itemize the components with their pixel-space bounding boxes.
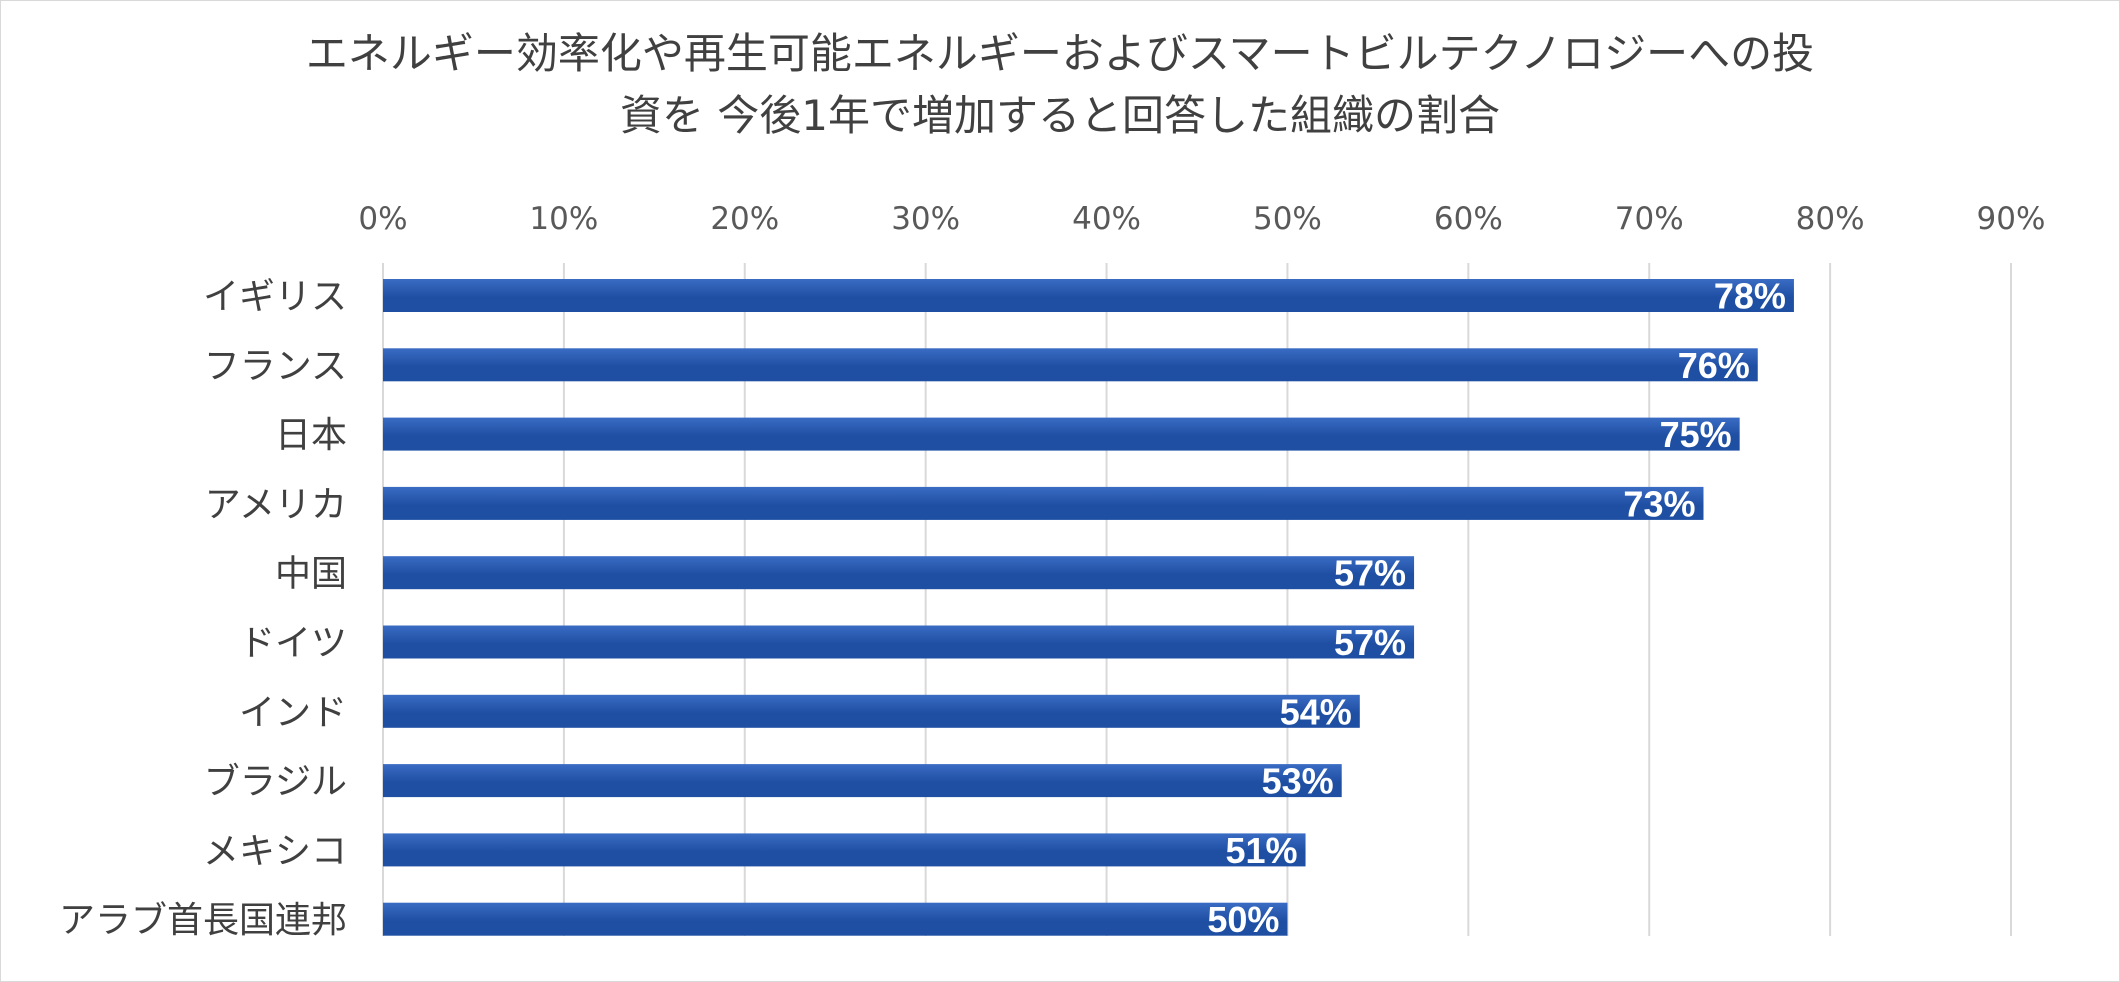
category-label: メキシコ [203,831,347,872]
category-label: アラブ首長国連邦 [59,900,347,941]
category-label: ドイツ [239,623,347,664]
bar [383,764,1342,798]
data-label: 57% [1334,622,1406,663]
chart-title-line-2: 資を 今後1年で増加すると回答した組織の割合 [619,91,1501,140]
data-label: 78% [1714,276,1786,317]
chart-title: エネルギー効率化や再生可能エネルギーおよびスマートビルテクノロジーへの投 資を … [1,23,2119,147]
bar [383,486,1704,520]
x-tick-label: 30% [891,201,960,237]
x-tick-label: 80% [1796,201,1865,237]
data-label: 76% [1678,345,1750,386]
bar [383,417,1740,451]
bars [383,279,1794,936]
category-label: インド [239,692,347,733]
x-tick-label: 10% [529,201,598,237]
x-tick-label: 90% [1977,201,2046,237]
data-label: 75% [1660,414,1732,455]
bar [383,694,1360,728]
x-tick-label: 60% [1434,201,1503,237]
data-label: 57% [1334,553,1406,594]
bar [383,279,1794,312]
bar [383,625,1415,659]
x-tick-label: 50% [1253,201,1322,237]
data-label: 51% [1225,830,1297,871]
category-label: ブラジル [204,762,347,803]
data-label: 54% [1280,691,1352,732]
data-label: 73% [1623,483,1695,524]
bar [383,902,1288,936]
category-label: 中国 [275,554,347,595]
data-label: 50% [1207,899,1279,940]
x-tick-label: 40% [1072,201,1141,237]
x-tick-label: 20% [710,201,779,237]
bar [383,556,1415,590]
category-label: フランス [204,346,347,387]
category-label: 日本 [275,415,347,456]
bar [383,348,1758,382]
chart-title-line-1: エネルギー効率化や再生可能エネルギーおよびスマートビルテクノロジーへの投 [305,29,1815,78]
data-labels: 78% 76% 75% 73% 57% 57% 54% 53% 51% 50% [1207,276,1786,941]
x-axis-ticks: 0% 10% 20% 30% 40% 50% 60% 70% 80% 90% [358,201,2045,237]
bar [383,833,1306,867]
category-label: アメリカ [205,484,347,525]
category-label: イギリス [203,277,347,318]
x-tick-label: 0% [358,201,407,237]
x-tick-label: 70% [1615,201,1684,237]
data-label: 53% [1262,761,1334,802]
